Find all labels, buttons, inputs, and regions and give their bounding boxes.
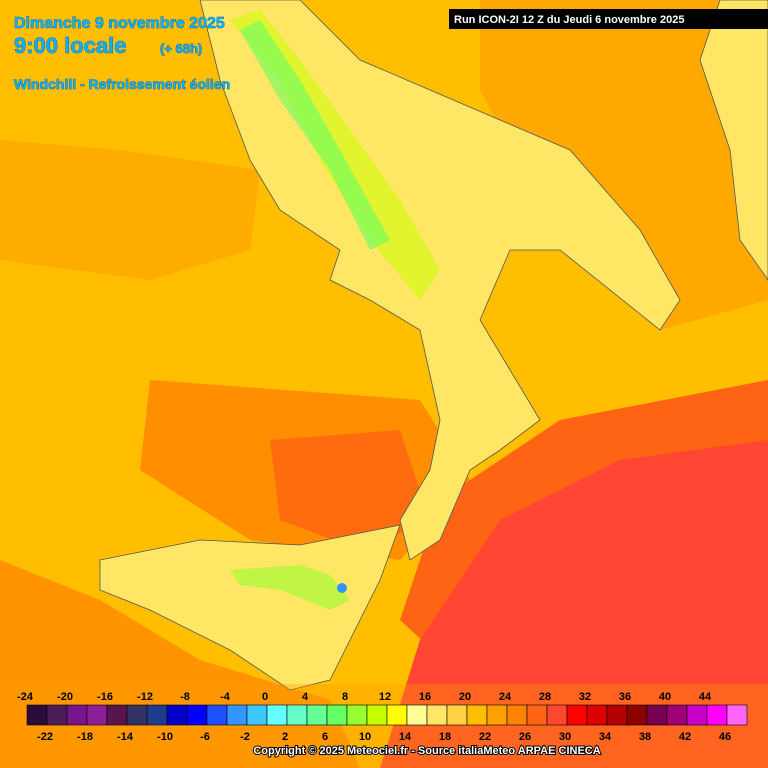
legend-swatch [586,704,608,726]
legend-swatch [166,704,188,726]
legend-label: -22 [37,731,53,743]
legend-swatch [126,704,148,726]
legend-swatch [226,704,248,726]
legend-swatch [606,704,628,726]
legend-label: 34 [599,731,612,743]
legend-label: 30 [559,731,571,743]
legend-swatch [346,704,368,726]
legend-label: 4 [302,691,309,703]
legend-swatch [146,704,168,726]
legend-label: 18 [439,731,451,743]
run-box [449,9,768,29]
balkans-land [699,0,768,281]
sea-zone [380,440,768,768]
sea-zone [480,0,768,330]
legend-swatch [646,704,668,726]
legend-label: 42 [679,731,691,743]
time: 9:00 locale [14,33,127,58]
sea-zone [0,140,260,280]
legend-swatch [206,704,228,726]
legend-swatch [186,704,208,726]
legend-swatch [626,704,648,726]
legend-swatch [106,704,128,726]
legend-label: 0 [262,691,268,703]
legend-label: -10 [157,731,173,743]
legend-label: 44 [699,691,712,703]
legend-label: 14 [399,731,412,743]
legend-swatch [546,704,568,726]
legend-label: -24 [17,691,34,703]
etna [337,583,347,593]
legend: -24-22-20-18-16-14-12-10-8-6-4-202468101… [17,691,748,743]
legend-label: 20 [459,691,471,703]
subtitle: Windchill - Refroissement éolien [14,76,230,92]
legend-swatch [506,704,528,726]
sea-zone [270,430,430,550]
lead-time: (+ 68h) [160,41,202,56]
legend-label: -18 [77,731,93,743]
legend-label: 40 [659,691,671,703]
legend-label: -8 [180,691,190,703]
legend-zone [0,684,768,768]
legend-label: 24 [499,691,512,703]
legend-swatch [466,704,488,726]
legend-label: 28 [539,691,551,703]
legend-label: 6 [322,731,328,743]
legend-swatch [486,704,508,726]
legend-swatch [406,704,428,726]
legend-label: -4 [220,691,231,703]
legend-label: 10 [359,731,371,743]
legend-label: -14 [117,731,134,743]
apennines [240,20,390,250]
copyright: Copyright © 2025 Meteociel.fr - Source i… [253,745,600,757]
legend-swatch [446,704,468,726]
legend-label: 46 [719,731,731,743]
legend-swatch [386,704,408,726]
legend-label: 22 [479,731,491,743]
sicily-land [99,524,401,691]
legend-label: 38 [639,731,651,743]
legend-label: -12 [137,691,153,703]
date: Dimanche 9 novembre 2025 [14,15,225,32]
legend-label: -16 [97,691,113,703]
legend-label: 26 [519,731,531,743]
legend-swatch [86,704,108,726]
legend-swatch [306,704,328,726]
legend-swatch [706,704,728,726]
legend-swatch [566,704,588,726]
legend-swatch [426,704,448,726]
run-info: Run ICON-2I 12 Z du Jeudi 6 novembre 202… [454,14,684,26]
sicily-hills [230,565,350,610]
legend-swatch [246,704,268,726]
legend-label: 32 [579,691,591,703]
legend-swatch [46,704,68,726]
legend-swatch [66,704,88,726]
legend-label: 2 [282,731,288,743]
legend-swatch [526,704,548,726]
legend-label: -2 [240,731,250,743]
legend-label: -6 [200,731,210,743]
legend-swatch [266,704,288,726]
legend-label: 16 [419,691,431,703]
legend-swatch [326,704,348,726]
legend-swatch [686,704,708,726]
legend-swatch [666,704,688,726]
legend-swatch [726,704,748,726]
legend-swatch [26,704,48,726]
legend-label: 8 [342,691,348,703]
legend-swatch [286,704,308,726]
legend-label: 36 [619,691,631,703]
legend-swatch [366,704,388,726]
legend-label: 12 [379,691,391,703]
legend-label: -20 [57,691,73,703]
